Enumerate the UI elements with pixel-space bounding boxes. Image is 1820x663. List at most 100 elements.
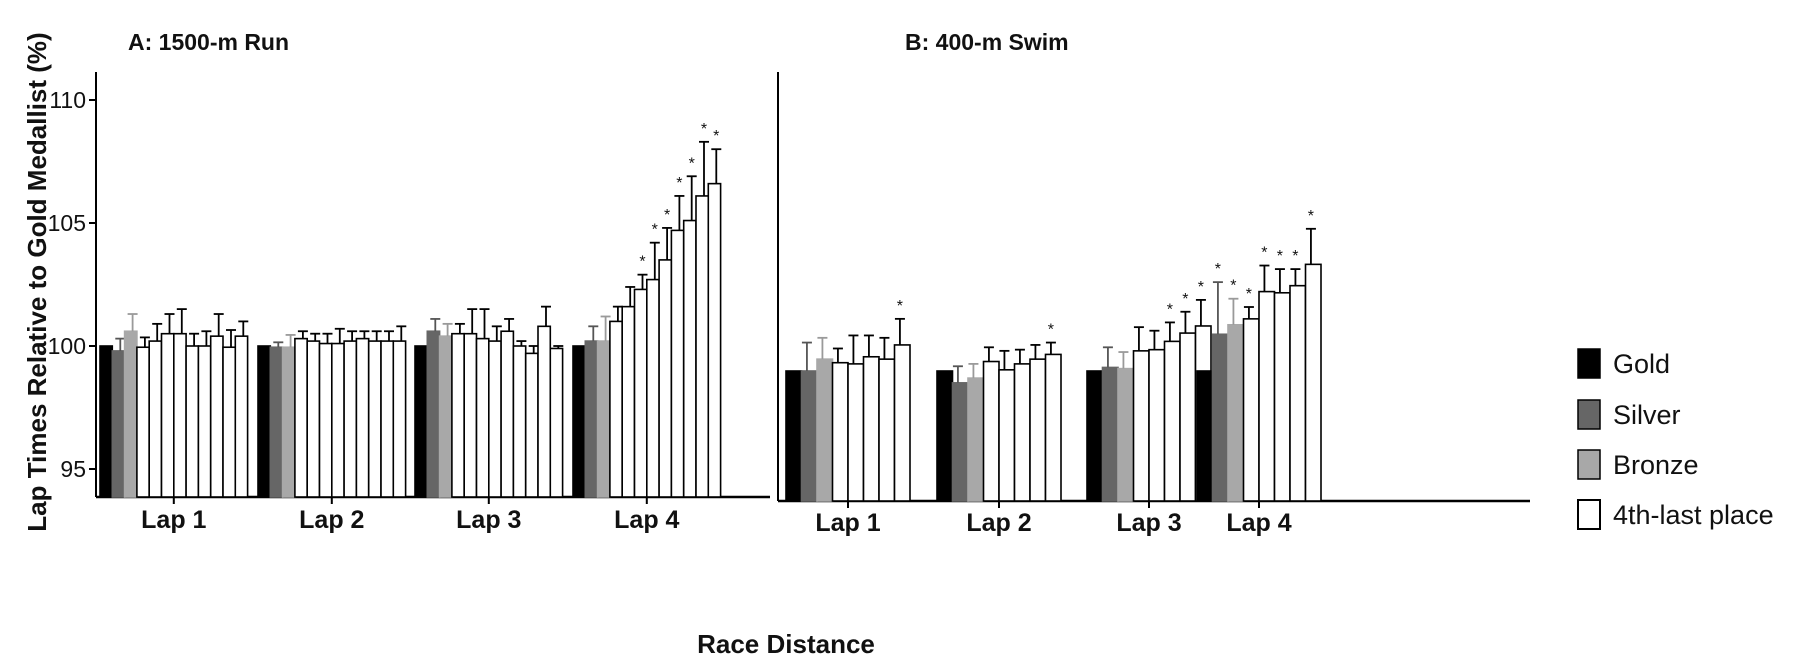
legend-label-bronze: Bronze: [1613, 450, 1699, 480]
panel-b-significance-marker: *: [1261, 245, 1267, 262]
panel-a-bar: [572, 345, 587, 498]
panel-a-bar: [222, 346, 237, 498]
panel-b-bar: [936, 370, 954, 502]
panel-b-bar: [1013, 363, 1031, 502]
panel-b-bar: [1211, 333, 1229, 502]
panel-a-bar: [367, 340, 382, 498]
panel-a-bar: [257, 345, 272, 498]
panel-a-category-label: Lap 1: [141, 506, 206, 534]
panel-a-bar: [633, 288, 648, 498]
panel-a-bar: [392, 340, 407, 498]
panel-b-bar: [1289, 284, 1307, 502]
legend-swatch-silver: [1577, 399, 1601, 430]
panel-b-significance-marker: *: [1215, 261, 1221, 278]
panel-a-bar: [695, 195, 710, 498]
panel-a-bar: [269, 346, 284, 498]
panel-b-bar: [1227, 323, 1245, 502]
panel-a-bar: [621, 305, 636, 498]
panel-b-category-label: Lap 1: [815, 509, 880, 537]
panel-a-bar: [380, 340, 395, 498]
panel-a-significance-marker: *: [701, 121, 707, 138]
panel-b-bar: [1163, 340, 1181, 502]
panel-b-bar: [998, 369, 1016, 502]
legend-label-silver: Silver: [1613, 400, 1681, 430]
panel-b-bar: [862, 355, 880, 502]
panel-b-bar: [967, 377, 985, 502]
panel-a-bar: [596, 340, 611, 498]
panel-a-bar: [160, 332, 175, 498]
panel-a-bar: [426, 330, 441, 498]
panel-b-bar: [831, 361, 849, 502]
panel-b-significance-marker: *: [1308, 208, 1314, 225]
panel-a-bar: [294, 337, 308, 498]
panel-b-bar: [1086, 370, 1104, 502]
panel-a-bar: [645, 278, 660, 498]
panel-b-bar: [1258, 290, 1276, 502]
panel-b-bar: [1179, 332, 1197, 502]
panel-b-bar: [1273, 291, 1291, 502]
panel-a-run-chart: A: 1500-m Run 95 100 105 110 Lap 1 Lap 2 Lap 3…: [48, 29, 770, 534]
panel-a-bar: [306, 340, 321, 498]
legend-swatch-4th-last: [1577, 499, 1601, 530]
panel-a-bar: [438, 335, 453, 498]
panel-a-bar: [682, 219, 697, 498]
panel-b-significance-marker: *: [1198, 279, 1204, 296]
panel-a-bar: [136, 346, 150, 498]
panel-b-significance-marker: *: [1292, 248, 1298, 265]
panel-a-significance-marker: *: [664, 207, 670, 224]
panel-b-category-label: Lap 2: [966, 509, 1031, 537]
panel-b-bar: [1242, 318, 1260, 502]
panel-a-title: A: 1500-m Run: [128, 29, 289, 55]
panel-a-bar: [185, 345, 200, 498]
panel-a-significance-marker: *: [713, 128, 719, 145]
panel-a-significance-marker: *: [652, 222, 658, 239]
panel-a-category-label: Lap 3: [456, 506, 521, 534]
panel-b-bar: [982, 360, 1000, 502]
panel-b-bar: [847, 363, 865, 502]
panel-b-significance-marker: *: [897, 298, 903, 315]
panel-b-category-label: Lap 4: [1226, 509, 1291, 537]
panel-a-significance-marker: *: [676, 175, 682, 192]
panel-a-bar: [123, 330, 138, 498]
panel-a-bar: [99, 345, 114, 498]
panel-a-bar: [234, 335, 249, 498]
panel-a-bar: [707, 182, 722, 498]
panel-a-bar: [475, 337, 490, 498]
panel-a-bar: [197, 345, 212, 498]
panel-a-bar: [512, 345, 527, 498]
panel-b-bar: [1044, 353, 1062, 502]
legend: Gold Silver Bronze 4th-last place: [1577, 348, 1774, 530]
panel-a-significance-marker: *: [639, 254, 645, 271]
panel-a-bar: [463, 332, 478, 498]
panel-a-bar: [173, 332, 187, 498]
panel-a-bar: [209, 335, 224, 498]
panel-b-bar: [1101, 366, 1119, 502]
panel-a-category-label: Lap 2: [299, 506, 364, 534]
panel-b-bar: [951, 382, 969, 502]
panel-a-bar: [330, 342, 345, 498]
panel-a-ytick-label: 95: [60, 456, 86, 482]
panel-b-bar: [1196, 370, 1214, 502]
panel-a-bar: [111, 350, 126, 498]
panel-a-category-label: Lap 4: [614, 506, 679, 534]
panel-b-title: B: 400-m Swim: [905, 29, 1069, 55]
panel-b-bar: [1304, 263, 1322, 502]
panel-b-swim-chart: B: 400-m Swim * Lap 1 * Lap 2 * * * Lap 3 * * * * * *…: [777, 29, 1530, 537]
panel-b-significance-marker: *: [1246, 286, 1252, 303]
panel-a-bar: [658, 259, 673, 498]
panel-a-bar: [500, 330, 515, 498]
panel-a-ytick-label: 105: [48, 210, 86, 236]
panel-a-bar: [537, 325, 552, 498]
panel-a-ytick-label: 110: [49, 87, 86, 113]
x-axis-title: Race Distance: [697, 629, 875, 659]
panel-b-significance-marker: *: [1167, 301, 1173, 318]
panel-a-bar: [670, 229, 685, 498]
panel-a-bar: [487, 340, 502, 498]
panel-a-bar: [584, 340, 599, 498]
legend-label-4th-last: 4th-last place: [1613, 500, 1774, 530]
panel-a-bar: [281, 346, 296, 498]
panel-a-significance-marker: *: [689, 155, 695, 172]
panel-b-bar: [1148, 348, 1166, 502]
legend-swatch-bronze: [1577, 449, 1601, 480]
